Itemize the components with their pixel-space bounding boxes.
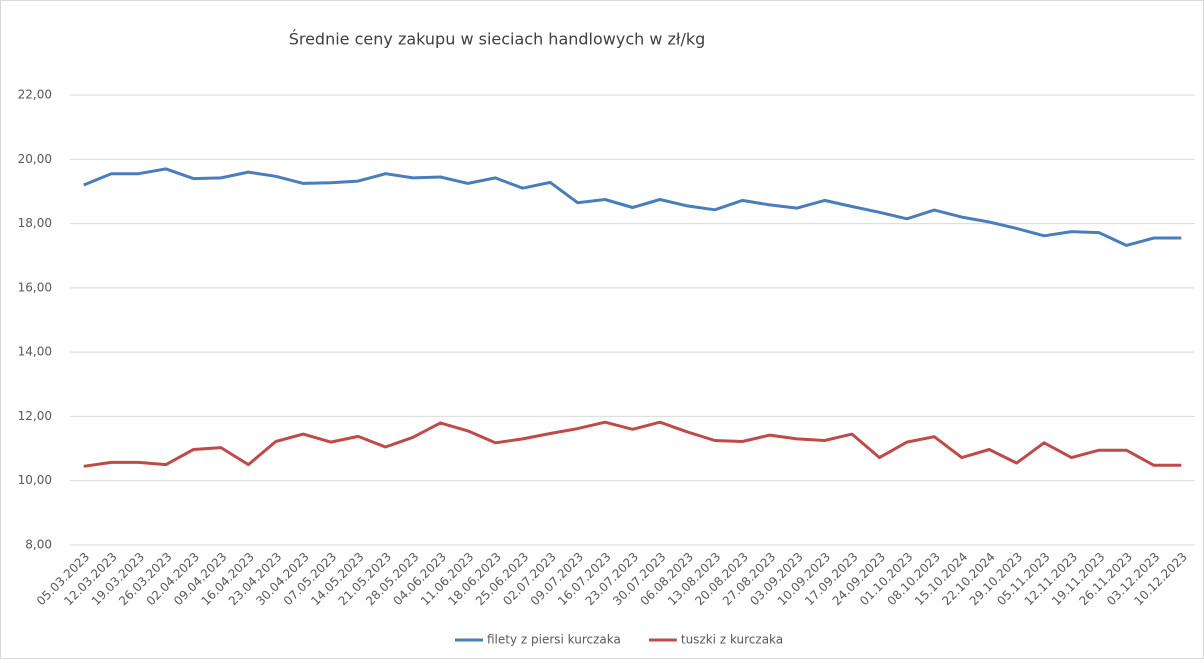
- y-tick-label: 22,00: [18, 88, 52, 102]
- y-tick-label: 18,00: [18, 216, 52, 230]
- legend-label: tuszki z kurczaka: [681, 633, 783, 647]
- y-tick-label: 8,00: [25, 538, 52, 552]
- y-tick-label: 14,00: [18, 345, 52, 359]
- chart-title: Średnie ceny zakupu w sieciach handlowyc…: [289, 30, 706, 49]
- y-tick-label: 12,00: [18, 409, 52, 423]
- y-tick-label: 10,00: [18, 473, 52, 487]
- series-line: [83, 167, 1182, 247]
- y-tick-label: 20,00: [18, 152, 52, 166]
- series-line: [83, 420, 1182, 468]
- y-tick-label: 16,00: [18, 280, 52, 294]
- legend-label: filety z piersi kurczaka: [487, 633, 621, 647]
